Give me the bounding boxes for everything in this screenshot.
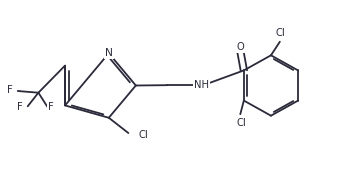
Text: N: N [105,48,113,58]
Text: O: O [236,42,244,52]
Text: F: F [17,102,23,112]
Text: Cl: Cl [138,130,148,140]
Text: F: F [7,85,13,95]
Text: NH: NH [194,80,209,90]
Text: Cl: Cl [236,117,246,128]
Text: F: F [48,102,54,113]
Text: Cl: Cl [276,28,286,38]
